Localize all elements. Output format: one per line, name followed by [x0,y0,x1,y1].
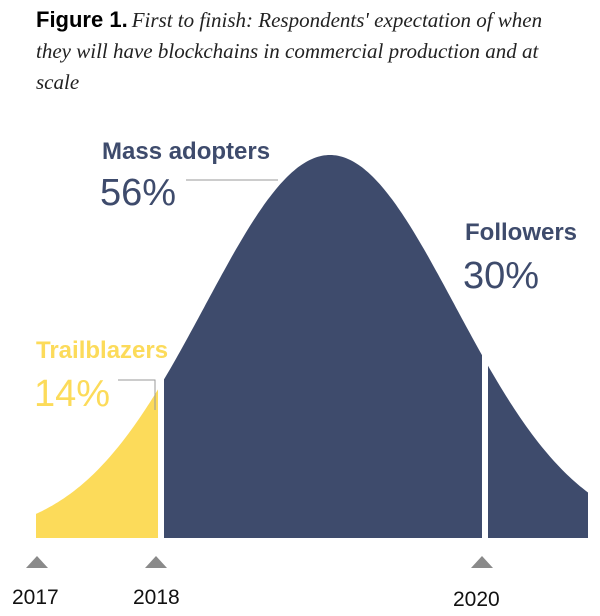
segment-area-followers [488,365,588,538]
segment-area-mass-adopters [164,155,482,538]
segment-area-trailblazers [36,389,158,538]
figure-label: Figure 1. [36,7,128,32]
tick-label-2018: 2018 [133,586,180,609]
leader-line-trailblazers [118,379,156,410]
segment-label-followers: 30% [463,255,539,297]
tick-label-2020: 2020 [453,588,500,611]
segment-name-trailblazers: Trailblazers [36,337,168,364]
segment-label-mass-adopters: 56% [100,172,176,214]
figure-title-text: First to finish: Respondents' expectatio… [36,8,543,94]
segment-name-followers: Followers [465,219,577,246]
tick-marker-2018 [145,556,167,568]
segment-label-trailblazers: 14% [34,373,110,415]
tick-marker-2017 [26,556,48,568]
segment-name-mass-adopters: Mass adopters [102,138,270,165]
chart-title: Figure 1. First to finish: Respondents' … [36,6,576,99]
tick-marker-2020 [471,556,493,568]
tick-label-2017: 2017 [12,586,59,609]
